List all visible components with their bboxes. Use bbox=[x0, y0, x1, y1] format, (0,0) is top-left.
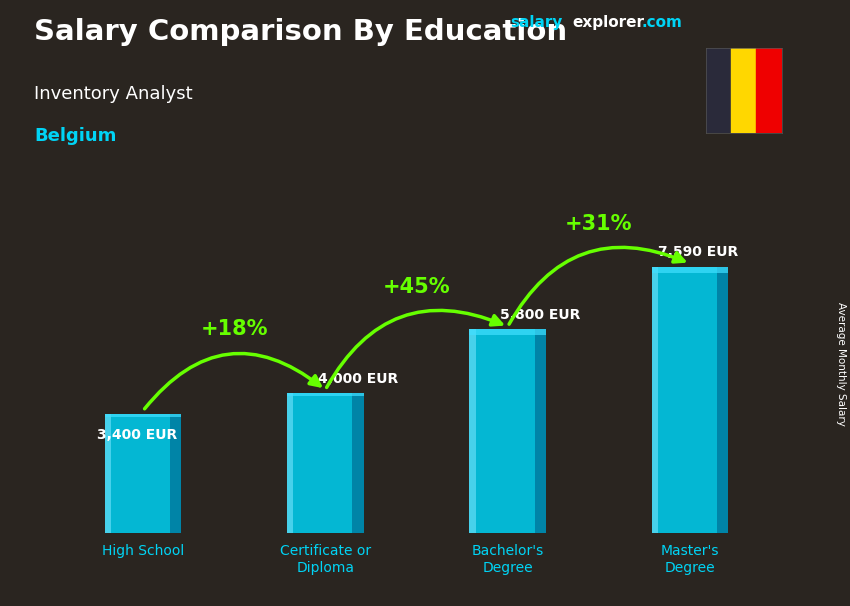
Bar bbox=[469, 330, 546, 533]
Bar bbox=[652, 267, 728, 273]
Text: salary: salary bbox=[510, 15, 563, 30]
Text: Belgium: Belgium bbox=[34, 127, 116, 145]
Bar bbox=[105, 414, 110, 533]
Bar bbox=[652, 267, 728, 533]
Bar bbox=[105, 414, 181, 417]
Bar bbox=[706, 48, 731, 133]
Bar bbox=[352, 393, 364, 533]
Text: +18%: +18% bbox=[201, 319, 268, 339]
Text: explorer: explorer bbox=[572, 15, 644, 30]
Text: 5,800 EUR: 5,800 EUR bbox=[500, 308, 581, 322]
Text: 7,590 EUR: 7,590 EUR bbox=[658, 245, 738, 259]
Text: 4,000 EUR: 4,000 EUR bbox=[318, 371, 398, 385]
Bar bbox=[731, 48, 756, 133]
Text: +45%: +45% bbox=[382, 277, 450, 298]
Bar bbox=[717, 267, 728, 533]
Bar bbox=[535, 330, 546, 533]
Bar bbox=[652, 267, 658, 533]
Bar bbox=[469, 330, 546, 335]
Text: Inventory Analyst: Inventory Analyst bbox=[34, 85, 193, 103]
Bar bbox=[469, 330, 475, 533]
Bar bbox=[287, 393, 364, 396]
Bar bbox=[756, 48, 782, 133]
Bar bbox=[287, 393, 364, 533]
Bar bbox=[287, 393, 293, 533]
Bar bbox=[105, 414, 181, 533]
Text: +31%: +31% bbox=[565, 214, 632, 234]
Bar bbox=[170, 414, 181, 533]
Text: Average Monthly Salary: Average Monthly Salary bbox=[836, 302, 846, 425]
Text: .com: .com bbox=[642, 15, 683, 30]
Text: 3,400 EUR: 3,400 EUR bbox=[97, 428, 177, 442]
Text: Salary Comparison By Education: Salary Comparison By Education bbox=[34, 18, 567, 46]
